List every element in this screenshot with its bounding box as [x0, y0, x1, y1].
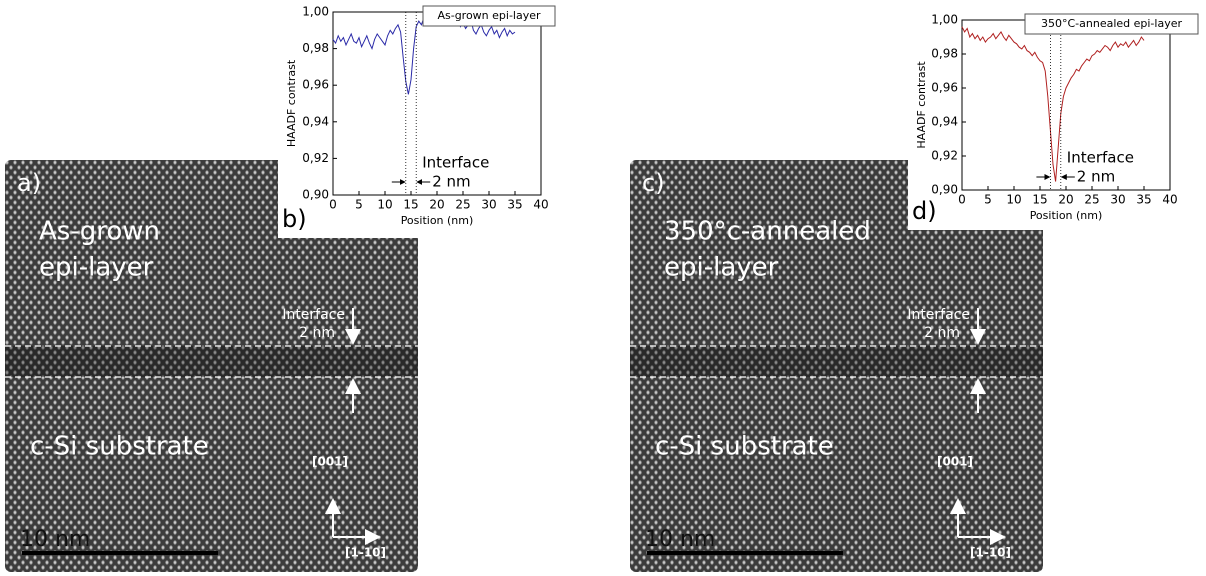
x-axis-label: Position (nm): [1030, 209, 1103, 222]
y-tick-label: 0,92: [302, 151, 329, 165]
y-axis-label: HAADF contrast: [915, 61, 928, 149]
x-tick-label: 20: [429, 198, 444, 212]
x-tick-label: 40: [1162, 193, 1177, 207]
axis-up-label: [001]: [312, 455, 348, 469]
layer-label: 350°c-annealed: [664, 217, 871, 247]
inset-background: [278, 0, 557, 238]
x-tick-label: 25: [455, 198, 470, 212]
tem-image: [5, 160, 418, 572]
x-tick-label: 30: [1110, 193, 1125, 207]
title-box: [422, 5, 556, 27]
chart-title: As-grown epi-layer: [437, 9, 541, 22]
tem-panel: c) 350°c-annealed epi-layer Interface 2 nm c-…: [630, 160, 1043, 572]
panel-letter: a): [17, 169, 41, 197]
data-line: [961, 26, 1145, 182]
y-tick-label: 0,94: [302, 114, 329, 128]
y-tick-label: 0,94: [931, 115, 958, 129]
x-tick-label: 40: [533, 198, 548, 212]
x-tick-label: 20: [1058, 193, 1073, 207]
y-tick-label: 0,92: [931, 149, 958, 163]
y-tick-label: 0,98: [931, 47, 958, 61]
y-tick-label: 0,90: [931, 183, 958, 197]
y-tick-label: 0,90: [302, 188, 329, 202]
layer-label: As-grown: [39, 217, 160, 247]
substrate-label: c-Si substrate: [655, 432, 834, 462]
chart-title: 350°C-annealed epi-layer: [1041, 17, 1182, 30]
x-tick-label: 30: [481, 198, 496, 212]
scale-bar-label: 10 nm: [20, 527, 90, 552]
x-tick-label: 10: [377, 198, 392, 212]
x-axis-label: Position (nm): [401, 214, 474, 227]
y-tick-label: 0,98: [302, 41, 329, 55]
panel-letter: b): [282, 205, 307, 233]
layer-label: epi-layer: [664, 253, 779, 283]
interface-band: [5, 346, 418, 377]
y-tick-label: 0,96: [931, 81, 958, 95]
inset-background: [908, 0, 1206, 230]
x-tick-label: 10: [1006, 193, 1021, 207]
y-tick-label: 1,00: [302, 5, 329, 19]
interface-width: 2 nm: [299, 325, 335, 341]
interface-label: Interface: [282, 307, 345, 323]
interface-width-annotation: 2 nm: [432, 173, 470, 191]
x-tick-label: 15: [403, 198, 418, 212]
y-axis-label: HAADF contrast: [285, 59, 298, 147]
panel-letter: d): [912, 197, 937, 225]
x-tick-label: 5: [984, 193, 992, 207]
x-tick-label: 35: [507, 198, 522, 212]
x-tick-label: 25: [1084, 193, 1099, 207]
x-tick-label: 5: [355, 198, 363, 212]
title-box: [1024, 13, 1199, 35]
axis-right-label: [1-10]: [345, 546, 386, 560]
y-tick-label: 1,00: [931, 13, 958, 27]
interface-annotation: Interface: [422, 154, 489, 172]
scale-bar-label: 10 nm: [645, 527, 715, 552]
tem-image: [630, 160, 1043, 572]
substrate-label: c-Si substrate: [30, 432, 209, 462]
interface-width: 2 nm: [924, 325, 960, 341]
interface-band: [630, 346, 1043, 377]
x-tick-label: 0: [329, 198, 337, 212]
interface-width-annotation: 2 nm: [1077, 168, 1115, 186]
y-tick-label: 0,96: [302, 78, 329, 92]
interface-annotation: Interface: [1067, 149, 1134, 167]
x-tick-label: 15: [1032, 193, 1047, 207]
panel-letter: c): [642, 169, 665, 197]
tem-panel: a) As-grown epi-layer Interface 2 nm c-Si sub…: [5, 160, 418, 572]
inset-chart: 0,90 0,92 0,94 0,96 0,98 1,00 0 5 10 15 20 25 30 35 40…: [908, 0, 1206, 230]
x-tick-label: 0: [958, 193, 966, 207]
layer-label: epi-layer: [39, 253, 154, 283]
interface-label: Interface: [907, 307, 970, 323]
axis-right-label: [1-10]: [970, 546, 1011, 560]
inset-chart: 0,90 0,92 0,94 0,96 0,98 1,00 0 5 10 15 20 25 30 35 40…: [278, 0, 557, 238]
axis-up-label: [001]: [937, 455, 973, 469]
x-tick-label: 35: [1136, 193, 1151, 207]
